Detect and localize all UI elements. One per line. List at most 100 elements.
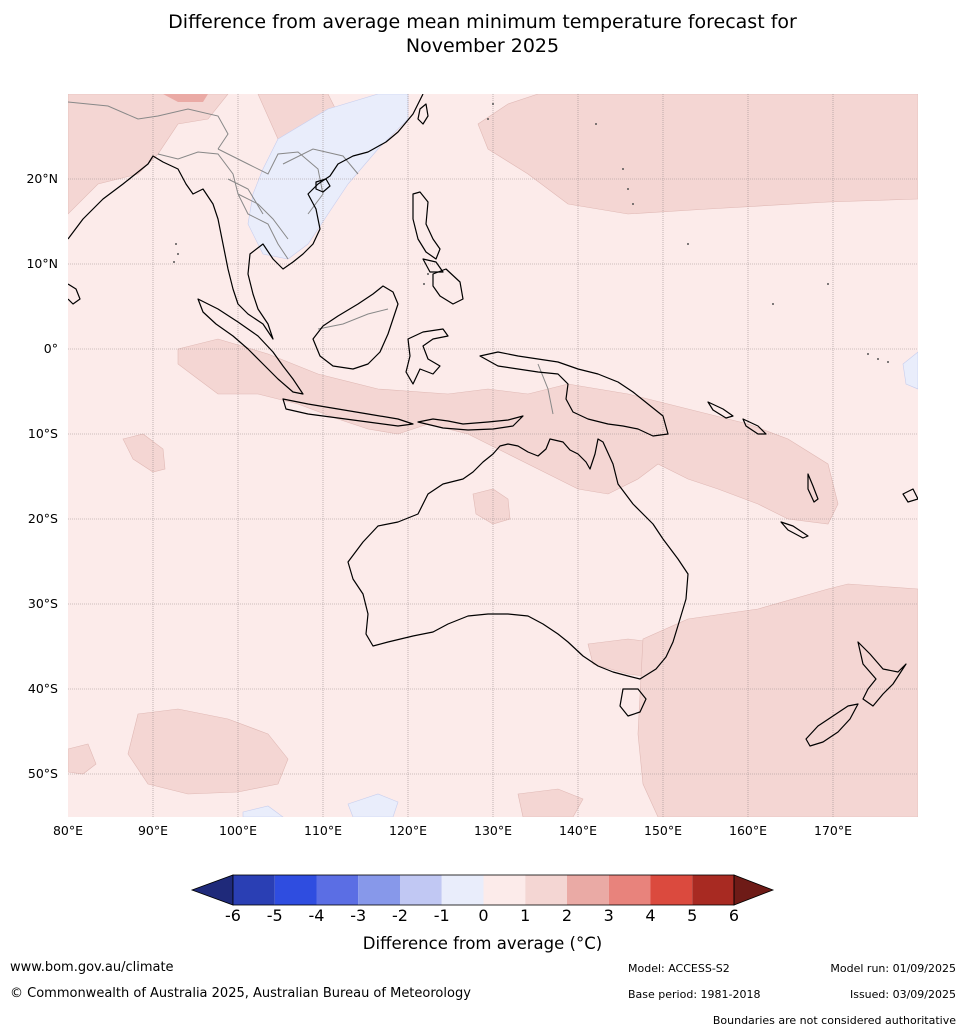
small-islands [173,103,889,363]
colorbar-segment [233,875,275,905]
anomaly-region-north-pacific [477,94,918,215]
colorbar-tick-label: 0 [478,906,489,925]
anomaly-neg1-0-regions [242,94,918,817]
colorbar-segment [692,875,734,905]
colorbar-arrow-low [190,874,234,906]
lat-label-30s: 30°S [27,596,58,611]
footer-disclaimer: Boundaries are not considered authoritat… [712,1014,956,1027]
colorbar-segment [441,875,484,905]
lon-label-160e: 160°E [728,823,768,838]
lon-label-140e: 140°E [558,823,598,838]
lat-label-20n: 20°N [26,171,58,186]
colorbar [190,874,775,906]
coastline-nz-north [857,641,907,707]
anomaly-2-3-regions [163,94,208,102]
coastline-new-caledonia [780,521,809,539]
colorbar-tick-label: -6 [225,906,241,925]
colorbar-tick-label: 3 [603,906,614,925]
lat-label-10s: 10°S [27,426,58,441]
colorbar-tick-label: 1 [520,906,531,925]
footer-model-run: Model run: 01/09/2025 [830,962,956,975]
footer-model: Model: ACCESS-S2 [628,962,730,975]
colorbar-segment [567,875,609,905]
anomaly-region-southern-ocean-edge [68,743,97,775]
footer-issued: Issued: 03/09/2025 [849,988,956,1001]
coastline-tasmania [619,688,647,717]
anomaly-region-indian-ocean [122,433,166,473]
lat-label-40s: 40°S [27,681,58,696]
title-line-2: November 2025 [405,35,560,57]
lon-label-120e: 120°E [388,823,428,838]
footer-copyright: © Commonwealth of Australia 2025, Austra… [10,986,471,1001]
chart-title: Difference from average mean minimum tem… [0,10,965,58]
colorbar-arrow-high [733,874,775,906]
lon-label-90e: 90°E [137,823,169,838]
graticule [68,94,918,817]
anomaly-region-maritime [177,338,839,525]
anomaly-map [68,94,918,817]
lon-label-100e: 100°E [218,823,258,838]
lon-label-130e: 130°E [473,823,513,838]
coastline-asia-mainland [68,94,424,340]
footer-base-period: Base period: 1981-2018 [628,988,761,1001]
footer-website: www.bom.gov.au/climate [10,960,174,975]
colorbar-tick-label: -2 [392,906,408,925]
coastline-sumatra [197,298,304,395]
lon-label-80e: 80°E [52,823,84,838]
lon-label-110e: 110°E [303,823,343,838]
colorbar-tick-label: -4 [308,906,325,925]
anomaly-region-southern-ocean-cool-2 [242,805,284,817]
coastline-sri-lanka [68,283,81,305]
coastline-taiwan [417,103,429,125]
colorbar-tick-label: -3 [350,906,367,925]
coastline-luzon [412,191,441,260]
coastline-java [282,398,414,427]
anomaly-region-southern-ocean-cool [347,793,399,817]
colorbar-segment [650,875,693,905]
title-line-1: Difference from average mean minimum tem… [168,11,797,33]
anomaly-region-southern-ocean-west [127,708,289,795]
colorbar-tick-label: 2 [561,906,573,925]
colorbar-outline [232,874,735,906]
coastline-mindanao [432,268,464,305]
lat-label-50s: 50°S [27,766,58,781]
coastline-hainan [315,178,331,193]
colorbar-tick-label: 5 [687,906,698,925]
colorbar-segment [274,875,317,905]
colorbar-tick-label: -1 [433,906,450,925]
map-canvas [68,94,918,817]
coastline-australia [347,438,689,680]
coastline-lesser-sunda [417,415,524,431]
lon-label-170e: 170°E [813,823,853,838]
colorbar-tick-label: -5 [266,906,283,925]
colorbar-label: Difference from average (°C) [362,934,603,953]
anomaly-region-himalaya [163,94,208,102]
lat-label-20s: 20°S [27,511,58,526]
coastline-solomon-2 [742,418,767,435]
colorbar-segment [525,875,567,905]
colorbar-tick-label: 4 [645,906,656,925]
coastline-solomon-1 [707,401,734,419]
coastline-visayas [422,258,444,273]
coastline-nz-south [805,703,859,747]
lat-label-0: 0° [43,341,58,356]
colorbar-segment [358,875,400,905]
coastlines [68,94,918,747]
lon-label-150e: 150°E [643,823,683,838]
anomaly-region-tasman [637,583,918,817]
colorbar-tick-label: 6 [728,906,740,925]
colorbar-segment [316,875,359,905]
coastline-new-guinea [479,351,669,437]
coastline-borneo [312,285,399,370]
colorbar-segment [400,875,442,905]
anomaly-region-indochina [247,94,409,260]
colorbar-segment [608,875,651,905]
colorbar-segment [483,875,526,905]
lat-label-10n: 10°N [26,256,58,271]
coastline-vanuatu [807,473,819,503]
coastline-sulawesi [405,328,449,385]
anomaly-1-2-regions [68,94,918,817]
anomaly-region-central-pacific [902,351,918,390]
country-borders [68,101,554,415]
coastline-fiji [902,488,918,503]
